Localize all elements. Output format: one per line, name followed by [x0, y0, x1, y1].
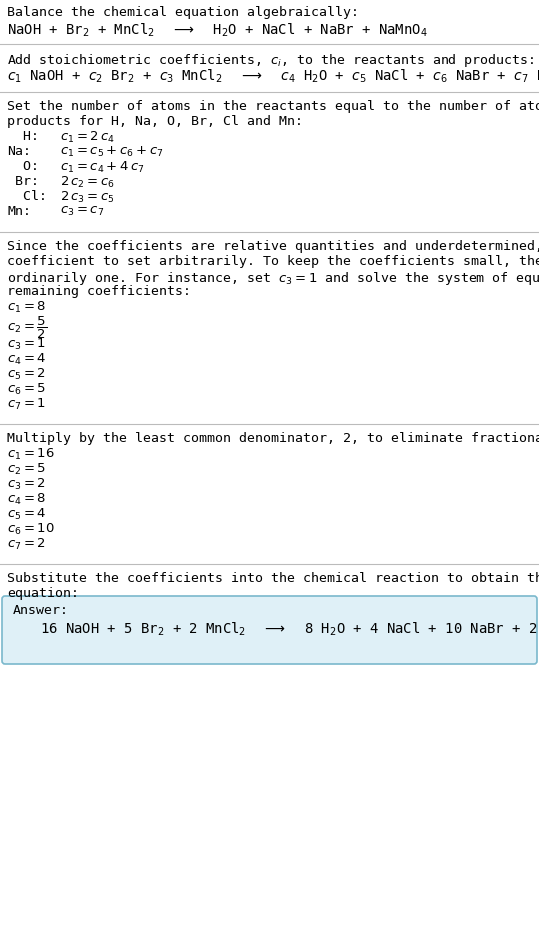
Text: $c_4 = 8$: $c_4 = 8$: [7, 492, 46, 507]
Text: Balance the chemical equation algebraically:: Balance the chemical equation algebraica…: [7, 6, 359, 19]
Text: coefficient to set arbitrarily. To keep the coefficients small, the arbitrary va: coefficient to set arbitrarily. To keep …: [7, 255, 539, 268]
Text: $c_5 = 4$: $c_5 = 4$: [7, 507, 46, 522]
Text: $c_1$ NaOH + $c_2$ Br$_2$ + $c_3$ MnCl$_2$  $\longrightarrow$  $c_4$ H$_2$O + $c: $c_1$ NaOH + $c_2$ Br$_2$ + $c_3$ MnCl$_…: [7, 68, 539, 86]
Text: $c_3 = 2$: $c_3 = 2$: [7, 477, 46, 492]
Text: ordinarily one. For instance, set $c_3 = 1$ and solve the system of equations fo: ordinarily one. For instance, set $c_3 =…: [7, 270, 539, 287]
Text: $c_3 = c_7$: $c_3 = c_7$: [60, 205, 104, 218]
FancyBboxPatch shape: [2, 596, 537, 664]
Text: 16 NaOH + 5 Br$_2$ + 2 MnCl$_2$  $\longrightarrow$  8 H$_2$O + 4 NaCl + 10 NaBr : 16 NaOH + 5 Br$_2$ + 2 MnCl$_2$ $\longri…: [40, 621, 539, 638]
Text: Substitute the coefficients into the chemical reaction to obtain the balanced: Substitute the coefficients into the che…: [7, 572, 539, 585]
Text: H:: H:: [7, 130, 39, 143]
Text: $2\,c_3 = c_5$: $2\,c_3 = c_5$: [60, 190, 115, 205]
Text: Br:: Br:: [7, 175, 39, 188]
Text: Na:: Na:: [7, 145, 31, 158]
Text: $c_1 = 2\,c_4$: $c_1 = 2\,c_4$: [60, 130, 115, 145]
Text: Add stoichiometric coefficients, $c_i$, to the reactants and products:: Add stoichiometric coefficients, $c_i$, …: [7, 52, 535, 69]
Text: $c_3 = 1$: $c_3 = 1$: [7, 337, 46, 352]
Text: equation:: equation:: [7, 587, 79, 600]
Text: $c_1 = c_4 + 4\,c_7$: $c_1 = c_4 + 4\,c_7$: [60, 160, 144, 175]
Text: O:: O:: [7, 160, 39, 173]
Text: $c_4 = 4$: $c_4 = 4$: [7, 352, 46, 367]
Text: $c_2 = 5$: $c_2 = 5$: [7, 462, 46, 477]
Text: Answer:: Answer:: [13, 604, 69, 617]
Text: products for H, Na, O, Br, Cl and Mn:: products for H, Na, O, Br, Cl and Mn:: [7, 115, 303, 128]
Text: Set the number of atoms in the reactants equal to the number of atoms in the: Set the number of atoms in the reactants…: [7, 100, 539, 113]
Text: $c_7 = 1$: $c_7 = 1$: [7, 397, 46, 412]
Text: $c_2 = \dfrac{5}{2}$: $c_2 = \dfrac{5}{2}$: [7, 315, 47, 341]
Text: $c_1 = c_5 + c_6 + c_7$: $c_1 = c_5 + c_6 + c_7$: [60, 145, 164, 159]
Text: Since the coefficients are relative quantities and underdetermined, choose a: Since the coefficients are relative quan…: [7, 240, 539, 253]
Text: $c_6 = 10$: $c_6 = 10$: [7, 522, 55, 537]
Text: remaining coefficients:: remaining coefficients:: [7, 285, 191, 298]
Text: NaOH + Br$_2$ + MnCl$_2$  $\longrightarrow$  H$_2$O + NaCl + NaBr + NaMnO$_4$: NaOH + Br$_2$ + MnCl$_2$ $\longrightarro…: [7, 22, 428, 39]
Text: $c_1 = 8$: $c_1 = 8$: [7, 300, 46, 315]
Text: $c_7 = 2$: $c_7 = 2$: [7, 537, 46, 552]
Text: $c_5 = 2$: $c_5 = 2$: [7, 367, 46, 382]
Text: $c_6 = 5$: $c_6 = 5$: [7, 382, 46, 397]
Text: $2\,c_2 = c_6$: $2\,c_2 = c_6$: [60, 175, 115, 190]
Text: Cl:: Cl:: [7, 190, 47, 203]
Text: $c_1 = 16$: $c_1 = 16$: [7, 447, 55, 462]
Text: Mn:: Mn:: [7, 205, 31, 218]
Text: Multiply by the least common denominator, 2, to eliminate fractional coefficient: Multiply by the least common denominator…: [7, 432, 539, 445]
